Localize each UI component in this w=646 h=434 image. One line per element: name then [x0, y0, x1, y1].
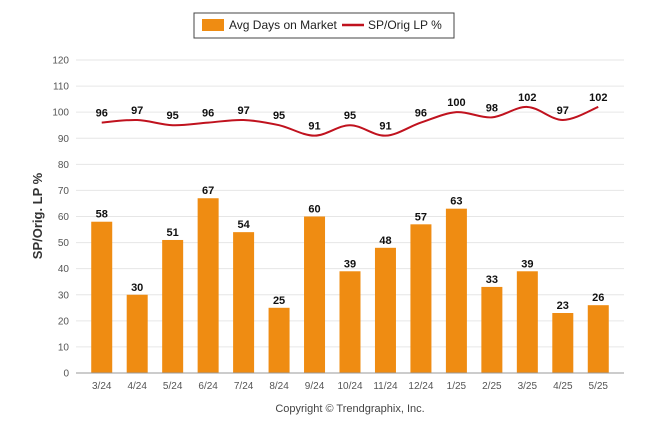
- x-tick-label: 11/24: [373, 381, 398, 392]
- x-tick-label: 5/25: [589, 381, 609, 392]
- bar-value-label: 54: [237, 219, 250, 231]
- x-tick-label: 9/24: [305, 381, 325, 392]
- bar-5-24: [162, 239, 184, 373]
- bar-8-24: [268, 307, 290, 373]
- x-tick-label: 1/25: [447, 381, 467, 392]
- bar-value-label: 25: [273, 295, 285, 307]
- bar-11-24: [374, 247, 396, 373]
- bar-5-25: [587, 305, 609, 373]
- bar-value-label: 51: [167, 227, 179, 239]
- line-value-label: 95: [344, 110, 356, 122]
- bar-value-label: 48: [379, 235, 391, 247]
- y-tick-labels: 0 10 20 30 40 50 60 70 80 90 100 110 120: [52, 56, 69, 380]
- y-tick-label: 60: [58, 212, 70, 223]
- bar-4-25: [552, 313, 574, 373]
- bar-value-label: 57: [415, 211, 427, 223]
- bar-value-label: 39: [521, 258, 533, 270]
- line-value-label: 98: [486, 102, 498, 114]
- line-value-label: 97: [557, 105, 569, 117]
- legend-swatch-bar: [202, 19, 224, 31]
- bar-4-24: [126, 294, 148, 373]
- x-tick-label: 4/24: [127, 381, 147, 392]
- copyright-footer: Copyright © Trendgraphix, Inc.: [275, 403, 424, 415]
- bar-3-24: [91, 221, 113, 373]
- y-axis-title: SP/Orig. LP %: [30, 172, 45, 259]
- y-tick-label: 90: [58, 134, 70, 145]
- line-value-label: 96: [202, 108, 214, 120]
- line-value-label: 102: [589, 92, 607, 104]
- bar-value-label: 60: [308, 204, 320, 216]
- bar-1-25: [445, 208, 467, 373]
- y-tick-label: 110: [53, 82, 69, 93]
- bar-data-labels: 58 30 51 67 54 25 60 39 48 57 63 33 39 23 26: [96, 185, 605, 312]
- y-tick-label: 80: [58, 160, 70, 171]
- bar-6-24: [197, 198, 219, 373]
- y-tick-label: 10: [58, 342, 70, 353]
- line-data-labels: 96 97 95 96 97 95 91 95 91 96 100 98 102 97 102: [96, 92, 608, 133]
- line-value-label: 97: [237, 105, 249, 117]
- line-value-label: 102: [518, 92, 536, 104]
- x-tick-label: 3/25: [518, 381, 538, 392]
- x-tick-label: 12/24: [408, 381, 433, 392]
- legend-label-line: SP/Orig LP %: [368, 18, 442, 32]
- x-tick-label: 8/24: [269, 381, 289, 392]
- x-tick-label: 6/24: [198, 381, 218, 392]
- bar-value-label: 30: [131, 282, 143, 294]
- x-tick-label: 2/25: [482, 381, 502, 392]
- x-tick-label: 10/24: [337, 381, 362, 392]
- x-tick-label: 5/24: [163, 381, 183, 392]
- x-tick-label: 3/24: [92, 381, 112, 392]
- line-value-label: 95: [167, 110, 179, 122]
- y-tick-label: 120: [52, 56, 69, 67]
- bar-12-24: [410, 224, 432, 373]
- legend-box: [193, 12, 455, 39]
- y-tick-label: 50: [58, 238, 70, 249]
- bar-value-label: 39: [344, 258, 356, 270]
- y-tick-label: 40: [58, 264, 70, 275]
- bar-value-label: 67: [202, 185, 214, 197]
- bar-2-25: [481, 286, 503, 373]
- line-value-label: 96: [96, 108, 108, 120]
- bar-10-24: [339, 271, 361, 373]
- line-value-label: 96: [415, 108, 427, 120]
- x-tick-labels: 3/24 4/24 5/24 6/24 7/24 8/24 9/24 10/24 11/24 12…: [92, 381, 608, 392]
- bar-9-24: [304, 216, 326, 373]
- legend: Avg Days on Market SP/Orig LP %: [193, 12, 455, 39]
- bar-value-label: 63: [450, 196, 462, 208]
- y-tick-label: 100: [52, 108, 69, 119]
- bar-value-label: 33: [486, 274, 498, 286]
- bars: [91, 198, 609, 373]
- bar-3-25: [516, 271, 538, 373]
- bar-value-label: 23: [557, 300, 569, 312]
- x-tick-label: 4/25: [553, 381, 573, 392]
- y-tick-label: 30: [58, 290, 70, 301]
- bar-value-label: 26: [592, 292, 604, 304]
- series-line-sp-orig-lp: [101, 105, 599, 137]
- y-tick-label: 20: [58, 316, 70, 327]
- legend-label-bar: Avg Days on Market: [229, 18, 337, 32]
- line-value-label: 91: [308, 121, 320, 133]
- x-tick-label: 7/24: [234, 381, 254, 392]
- line-value-label: 97: [131, 105, 143, 117]
- line-value-label: 100: [447, 97, 465, 109]
- y-tick-label: 70: [58, 186, 70, 197]
- bar-7-24: [233, 232, 255, 373]
- y-tick-label: 0: [63, 369, 69, 380]
- line-value-label: 95: [273, 110, 285, 122]
- bar-value-label: 58: [96, 209, 108, 221]
- line-value-label: 91: [379, 121, 391, 133]
